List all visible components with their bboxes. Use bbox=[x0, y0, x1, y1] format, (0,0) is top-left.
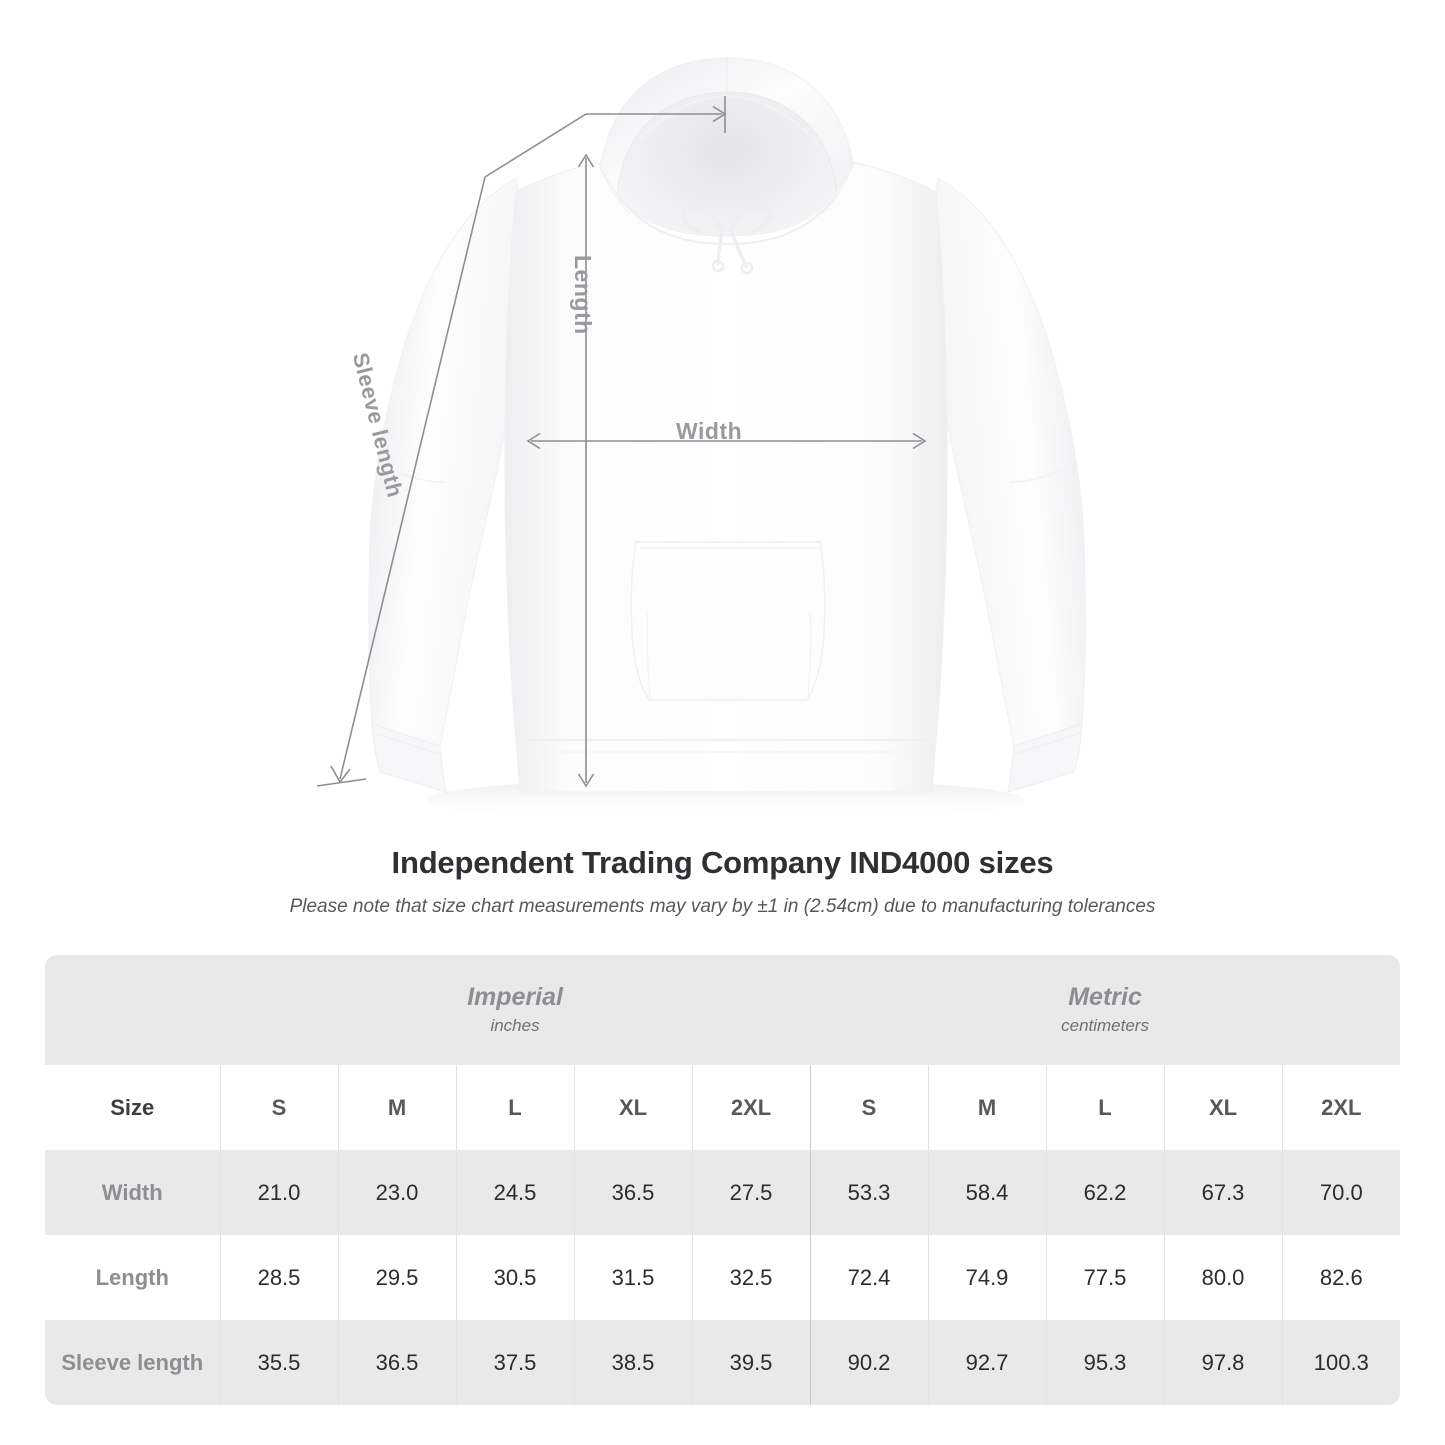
hoodie-body bbox=[504, 161, 948, 793]
size-header-metric-xl: XL bbox=[1163, 1065, 1283, 1150]
size-header-imperial-2xl: 2XL bbox=[691, 1065, 811, 1150]
size-header-imperial-s: S bbox=[219, 1065, 338, 1150]
size-header-metric-s: S bbox=[809, 1065, 929, 1150]
unit-group-metric-sub: centimeters bbox=[1061, 1016, 1149, 1035]
page-title: Independent Trading Company IND4000 size… bbox=[391, 845, 1054, 880]
unit-group-imperial: Imperial inches bbox=[220, 955, 811, 1065]
cell-length-metric-2xl: 82.6 bbox=[1281, 1235, 1401, 1320]
row-label-width: Width bbox=[45, 1150, 220, 1235]
cell-sleeve-metric-2xl: 100.3 bbox=[1281, 1320, 1401, 1405]
unit-group-imperial-name: Imperial bbox=[467, 983, 563, 1011]
table-row: Width 21.0 23.0 24.5 36.5 27.5 53.3 58.4… bbox=[45, 1150, 1401, 1235]
unit-group-imperial-sub: inches bbox=[490, 1016, 540, 1035]
cell-width-imperial-l: 24.5 bbox=[455, 1150, 574, 1235]
size-header-imperial-m: M bbox=[337, 1065, 456, 1150]
table-row: Sleeve length 35.5 36.5 37.5 38.5 39.5 9… bbox=[45, 1320, 1401, 1405]
hood bbox=[597, 57, 857, 263]
right-sleeve bbox=[919, 177, 1086, 793]
size-header-imperial-xl: XL bbox=[573, 1065, 692, 1150]
row-label-length: Length bbox=[45, 1235, 220, 1320]
sleeve-length-dimension-arrow bbox=[316, 96, 727, 787]
cell-length-imperial-xl: 31.5 bbox=[573, 1235, 692, 1320]
cell-length-metric-xl: 80.0 bbox=[1163, 1235, 1283, 1320]
cell-length-imperial-l: 30.5 bbox=[455, 1235, 574, 1320]
cell-length-imperial-2xl: 32.5 bbox=[691, 1235, 811, 1320]
row-label-sleeve-length: Sleeve length bbox=[45, 1320, 220, 1405]
cell-sleeve-metric-l: 95.3 bbox=[1045, 1320, 1165, 1405]
cell-sleeve-imperial-xl: 38.5 bbox=[573, 1320, 692, 1405]
length-label: Length bbox=[570, 255, 596, 335]
cell-length-metric-s: 72.4 bbox=[809, 1235, 929, 1320]
unit-group-metric-name: Metric bbox=[1068, 983, 1142, 1011]
size-header-metric-2xl: 2XL bbox=[1281, 1065, 1401, 1150]
cell-width-imperial-m: 23.0 bbox=[337, 1150, 456, 1235]
tolerance-note: Please note that size chart measurements… bbox=[289, 896, 1156, 917]
unit-group-metric: Metric centimeters bbox=[810, 955, 1401, 1065]
cell-length-imperial-s: 28.5 bbox=[219, 1235, 338, 1320]
garment-diagram: Length Width Sleeve length bbox=[316, 57, 1086, 822]
cell-sleeve-imperial-l: 37.5 bbox=[455, 1320, 574, 1405]
cell-sleeve-metric-xl: 97.8 bbox=[1163, 1320, 1283, 1405]
cell-width-imperial-2xl: 27.5 bbox=[691, 1150, 811, 1235]
cell-width-imperial-s: 21.0 bbox=[219, 1150, 338, 1235]
cell-sleeve-imperial-2xl: 39.5 bbox=[691, 1320, 811, 1405]
cell-width-metric-m: 58.4 bbox=[927, 1150, 1047, 1235]
cell-width-metric-xl: 67.3 bbox=[1163, 1150, 1283, 1235]
size-header-imperial-l: L bbox=[455, 1065, 574, 1150]
size-header-label: Size bbox=[45, 1065, 220, 1150]
cell-length-metric-l: 77.5 bbox=[1045, 1235, 1165, 1320]
unit-spacer bbox=[45, 955, 220, 1065]
cell-sleeve-metric-m: 92.7 bbox=[927, 1320, 1047, 1405]
measurement-annotations bbox=[316, 96, 927, 788]
size-header-row: Size S M L XL 2XL S M L XL 2XL bbox=[45, 1065, 1401, 1150]
cell-sleeve-imperial-m: 36.5 bbox=[337, 1320, 456, 1405]
cell-sleeve-imperial-s: 35.5 bbox=[219, 1320, 338, 1405]
size-header-metric-m: M bbox=[927, 1065, 1047, 1150]
title-block: Independent Trading Company IND4000 size… bbox=[0, 842, 1445, 920]
size-table-container: Imperial inches Metric centimeters Size … bbox=[45, 955, 1401, 1405]
width-dimension-arrow bbox=[526, 432, 927, 450]
unit-group-row: Imperial inches Metric centimeters bbox=[45, 955, 1401, 1065]
cell-sleeve-metric-s: 90.2 bbox=[809, 1320, 929, 1405]
cell-length-imperial-m: 29.5 bbox=[337, 1235, 456, 1320]
table-row: Length 28.5 29.5 30.5 31.5 32.5 72.4 74.… bbox=[45, 1235, 1401, 1320]
cell-length-metric-m: 74.9 bbox=[927, 1235, 1047, 1320]
cell-width-metric-2xl: 70.0 bbox=[1281, 1150, 1401, 1235]
cell-width-metric-s: 53.3 bbox=[809, 1150, 929, 1235]
cell-width-metric-l: 62.2 bbox=[1045, 1150, 1165, 1235]
left-sleeve bbox=[368, 177, 535, 793]
size-table: Imperial inches Metric centimeters Size … bbox=[45, 955, 1401, 1405]
length-dimension-arrow bbox=[577, 153, 595, 788]
cell-width-imperial-xl: 36.5 bbox=[573, 1150, 692, 1235]
drawstring bbox=[681, 205, 771, 275]
hoodie-illustration bbox=[316, 57, 1086, 822]
width-label: Width bbox=[676, 418, 743, 444]
size-header-metric-l: L bbox=[1045, 1065, 1165, 1150]
